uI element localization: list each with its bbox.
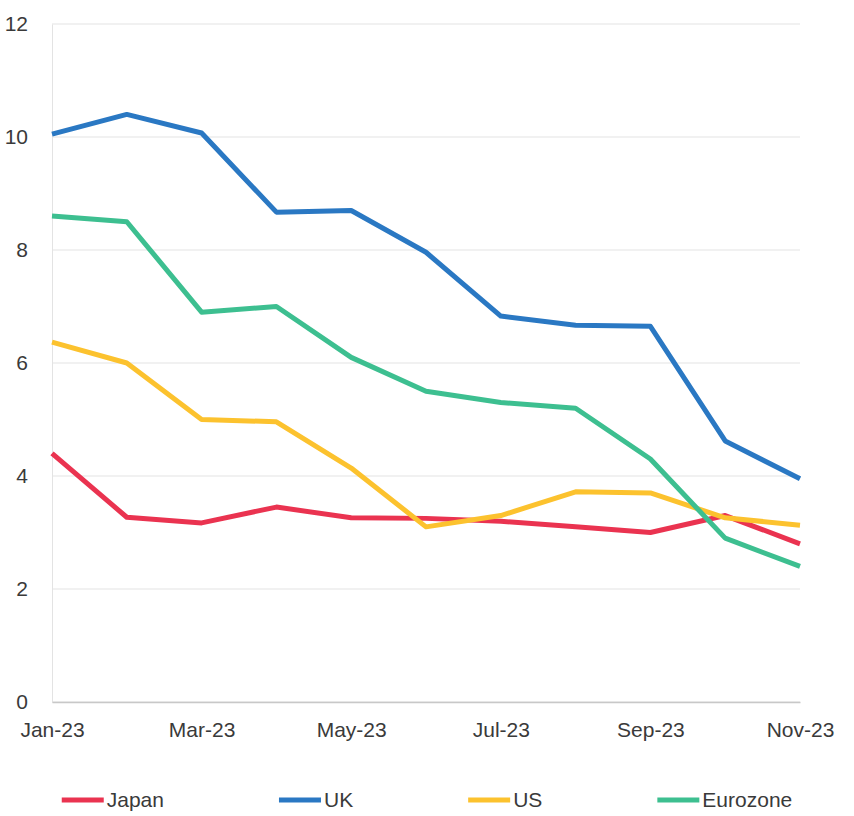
x-axis-line (53, 702, 801, 704)
plot: 0 2 4 6 8 10 12 Jan-23 Mar-23 May-23 Jul-23 Sep-23 N… (5, 12, 835, 741)
grid-line (52, 589, 800, 590)
grid-line (52, 137, 800, 138)
legend-swatch (62, 798, 104, 803)
legend-label: UK (324, 788, 353, 811)
legend-swatch (468, 798, 510, 803)
x-tick-label: Sep-23 (617, 718, 685, 741)
x-tick-label: Jul-23 (473, 718, 530, 741)
y-axis-line (52, 25, 53, 703)
x-tick: Mar-23 (169, 702, 236, 741)
y-tick: 6 (16, 351, 52, 374)
grid-line (52, 363, 800, 364)
x-tick-label: Jan-23 (20, 718, 84, 741)
legend: Japan UK US Eurozone (62, 788, 793, 811)
legend-label: Eurozone (702, 788, 792, 811)
x-axis: Jan-23 Mar-23 May-23 Jul-23 Sep-23 Nov-23 (20, 702, 834, 741)
lines (52, 114, 800, 566)
legend-item: Eurozone (657, 788, 792, 811)
x-tick: Sep-23 (617, 702, 685, 741)
x-tick-label: Mar-23 (169, 718, 236, 741)
x-tick-label: Nov-23 (767, 718, 835, 741)
legend-label: Japan (107, 788, 164, 811)
x-tick: Jul-23 (473, 702, 530, 741)
y-axis: 0 2 4 6 8 10 12 (5, 12, 53, 713)
grid-line (52, 476, 800, 477)
x-tick: May-23 (317, 702, 387, 741)
x-tick-label: May-23 (317, 718, 387, 741)
series-line (52, 216, 800, 566)
y-tick: 12 (5, 12, 52, 35)
y-tick-label: 4 (16, 464, 28, 487)
y-tick: 10 (5, 125, 52, 148)
y-tick-label: 6 (16, 351, 28, 374)
series-line (52, 114, 800, 478)
legend-swatch (657, 798, 699, 803)
chart: 0 2 4 6 8 10 12 Jan-23 Mar-23 May-23 Jul-23 Sep-23 N… (0, 0, 854, 816)
y-tick: 0 (16, 690, 52, 713)
legend-item: UK (279, 788, 353, 811)
y-tick: 4 (16, 464, 52, 487)
y-tick-label: 12 (5, 12, 28, 35)
grid (52, 24, 800, 702)
x-tick: Jan-23 (20, 702, 84, 741)
y-tick-label: 2 (16, 577, 28, 600)
grid-line (52, 702, 800, 703)
legend-label: US (513, 788, 542, 811)
legend-item: US (468, 788, 542, 811)
y-tick-label: 0 (16, 690, 28, 713)
y-tick-label: 10 (5, 125, 28, 148)
grid-line (52, 24, 800, 25)
y-tick-label: 8 (16, 238, 28, 261)
x-tick: Nov-23 (767, 702, 835, 741)
legend-swatch (279, 798, 321, 803)
y-tick: 8 (16, 238, 52, 261)
y-tick: 2 (16, 577, 52, 600)
legend-item: Japan (62, 788, 164, 811)
